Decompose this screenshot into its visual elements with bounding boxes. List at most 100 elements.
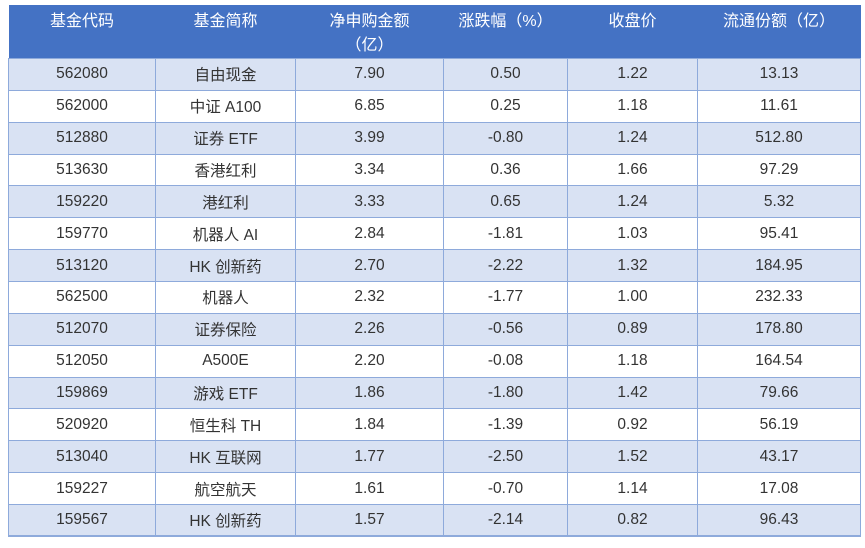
table-cell: 232.33: [697, 281, 861, 314]
table-cell: -2.14: [443, 504, 568, 538]
table-row: 520920 恒生科 TH 1.84 -1.39 0.92 56.19: [8, 408, 861, 442]
table-cell: 2.70: [295, 249, 444, 283]
table-cell: -0.08: [443, 344, 568, 378]
table-cell: 1.24: [567, 185, 698, 219]
table-cell: 0.65: [443, 185, 568, 219]
table-cell: 159227: [8, 472, 156, 506]
table-row: 159227 航空航天 1.61 -0.70 1.14 17.08: [8, 472, 861, 506]
table-cell: 562500: [8, 281, 156, 314]
table-cell: 1.00: [567, 281, 698, 314]
table-cell: 513040: [8, 440, 156, 474]
table-cell: 1.52: [567, 440, 698, 474]
table-cell: 2.26: [295, 312, 444, 346]
table-cell: 512070: [8, 312, 156, 346]
table-cell: -0.70: [443, 472, 568, 506]
table-cell: 机器人 AI: [155, 217, 296, 251]
table-row: 512070 证券保险 2.26 -0.56 0.89 178.80: [8, 312, 861, 346]
table-row: 159869 游戏 ETF 1.86 -1.80 1.42 79.66: [8, 376, 861, 410]
column-header-fund-code: 基金代码: [8, 5, 156, 59]
table-row: 562080 自由现金 7.90 0.50 1.22 13.13: [8, 58, 861, 91]
fund-table: 基金代码 基金简称 净申购金额 （亿） 涨跌幅（%） 收盘价 流通份额（亿） 5…: [8, 5, 861, 538]
table-cell: 159770: [8, 217, 156, 251]
table-row: 562000 中证 A100 6.85 0.25 1.18 11.61: [8, 89, 861, 123]
table-cell: 159869: [8, 376, 156, 410]
table-cell: -1.80: [443, 376, 568, 410]
table-cell: 航空航天: [155, 472, 296, 506]
table-cell: 184.95: [697, 249, 861, 283]
table-cell: 512.80: [697, 121, 861, 155]
column-header-float-shares: 流通份额（亿）: [697, 5, 861, 59]
table-cell: 513630: [8, 153, 156, 187]
header-row: 基金代码 基金简称 净申购金额 （亿） 涨跌幅（%） 收盘价 流通份额（亿）: [8, 5, 861, 59]
table-row: 159567 HK 创新药 1.57 -2.14 0.82 96.43: [8, 504, 861, 538]
table-cell: 96.43: [697, 504, 861, 538]
table-cell: 1.32: [567, 249, 698, 283]
table-cell: 6.85: [295, 89, 444, 123]
table-cell: 2.20: [295, 344, 444, 378]
table-cell: 3.34: [295, 153, 444, 187]
table-cell: 562080: [8, 58, 156, 91]
table-cell: 1.61: [295, 472, 444, 506]
fund-table-body: 562080 自由现金 7.90 0.50 1.22 13.13 562000 中证 A100…: [8, 58, 861, 538]
table-cell: 513120: [8, 249, 156, 283]
table-cell: 95.41: [697, 217, 861, 251]
table-cell: -0.80: [443, 121, 568, 155]
table-row: 562500 机器人 2.32 -1.77 1.00 232.33: [8, 281, 861, 314]
table-cell: -1.81: [443, 217, 568, 251]
column-header-close-price: 收盘价: [567, 5, 698, 59]
table-cell: HK 互联网: [155, 440, 296, 474]
table-cell: 香港红利: [155, 153, 296, 187]
table-cell: 1.22: [567, 58, 698, 91]
table-cell: 机器人: [155, 281, 296, 314]
table-cell: 中证 A100: [155, 89, 296, 123]
table-cell: 512880: [8, 121, 156, 155]
table-cell: 自由现金: [155, 58, 296, 91]
table-cell: 游戏 ETF: [155, 376, 296, 410]
table-cell: 7.90: [295, 58, 444, 91]
table-cell: 1.18: [567, 89, 698, 123]
table-cell: 1.14: [567, 472, 698, 506]
table-cell: -2.50: [443, 440, 568, 474]
column-header-net-subscription: 净申购金额 （亿）: [295, 5, 444, 59]
table-cell: HK 创新药: [155, 249, 296, 283]
table-cell: 0.89: [567, 312, 698, 346]
table-row: 512880 证券 ETF 3.99 -0.80 1.24 512.80: [8, 121, 861, 155]
table-cell: -0.56: [443, 312, 568, 346]
table-row: 513120 HK 创新药 2.70 -2.22 1.32 184.95: [8, 249, 861, 283]
table-cell: 56.19: [697, 408, 861, 442]
table-cell: HK 创新药: [155, 504, 296, 538]
table-cell: 证券保险: [155, 312, 296, 346]
table-row: 513040 HK 互联网 1.77 -2.50 1.52 43.17: [8, 440, 861, 474]
table-cell: 17.08: [697, 472, 861, 506]
table-cell: 1.77: [295, 440, 444, 474]
table-header: 基金代码 基金简称 净申购金额 （亿） 涨跌幅（%） 收盘价 流通份额（亿）: [8, 5, 861, 59]
table-cell: 0.50: [443, 58, 568, 91]
table-row: 512050 A500E 2.20 -0.08 1.18 164.54: [8, 344, 861, 378]
column-header-change-percent: 涨跌幅（%）: [443, 5, 568, 59]
table-cell: 11.61: [697, 89, 861, 123]
table-cell: 港红利: [155, 185, 296, 219]
table-row: 159220 港红利 3.33 0.65 1.24 5.32: [8, 185, 861, 219]
table-row: 513630 香港红利 3.34 0.36 1.66 97.29: [8, 153, 861, 187]
table-cell: 1.18: [567, 344, 698, 378]
table-cell: -2.22: [443, 249, 568, 283]
table-cell: 证券 ETF: [155, 121, 296, 155]
table-cell: 13.13: [697, 58, 861, 91]
table-cell: 3.99: [295, 121, 444, 155]
table-cell: 1.24: [567, 121, 698, 155]
table-cell: 1.66: [567, 153, 698, 187]
table-cell: 1.84: [295, 408, 444, 442]
table-cell: 0.82: [567, 504, 698, 538]
table-cell: 5.32: [697, 185, 861, 219]
table-cell: 2.32: [295, 281, 444, 314]
table-cell: 178.80: [697, 312, 861, 346]
table-cell: -1.77: [443, 281, 568, 314]
table-cell: 43.17: [697, 440, 861, 474]
table-cell: 2.84: [295, 217, 444, 251]
table-cell: 3.33: [295, 185, 444, 219]
table-cell: 1.42: [567, 376, 698, 410]
table-cell: 0.92: [567, 408, 698, 442]
table-cell: 159567: [8, 504, 156, 538]
table-cell: 恒生科 TH: [155, 408, 296, 442]
